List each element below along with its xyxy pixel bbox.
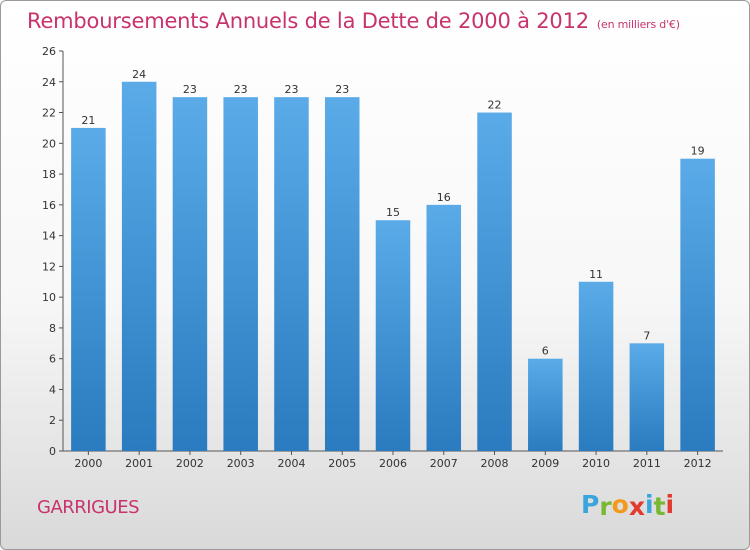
- bar-value-label: 24: [132, 68, 146, 81]
- x-tick-label: 2010: [582, 457, 610, 470]
- x-tick-label: 2007: [430, 457, 458, 470]
- y-tick-label: 10: [42, 291, 56, 304]
- bar-value-label: 16: [437, 191, 451, 204]
- bar: [71, 127, 106, 451]
- y-tick-label: 26: [42, 45, 56, 58]
- y-tick-label: 6: [49, 353, 56, 366]
- bar-value-label: 22: [488, 99, 502, 112]
- logo-letter: o: [611, 490, 629, 519]
- y-tick-label: 18: [42, 168, 56, 181]
- bar: [578, 281, 614, 451]
- bar: [629, 343, 665, 451]
- bar-value-label: 23: [335, 83, 349, 96]
- bar-value-label: 6: [542, 345, 549, 358]
- y-tick-label: 0: [49, 445, 56, 458]
- y-tick-label: 12: [42, 260, 56, 273]
- logo-letter: P: [581, 490, 600, 519]
- bar-value-label: 15: [386, 206, 400, 219]
- x-tick-label: 2001: [125, 457, 153, 470]
- x-tick-label: 2008: [481, 457, 509, 470]
- bar-value-label: 11: [589, 268, 603, 281]
- logo-letter: t: [653, 492, 666, 521]
- y-tick-label: 2: [49, 414, 56, 427]
- y-tick-label: 14: [42, 230, 56, 243]
- x-tick-label: 2002: [176, 457, 204, 470]
- x-tick-label: 2005: [328, 457, 356, 470]
- bar-value-label: 23: [284, 83, 298, 96]
- chart-subtitle: (en milliers d'€): [596, 18, 680, 31]
- bar-value-label: 7: [643, 329, 650, 342]
- bar-value-label: 23: [234, 83, 248, 96]
- bar: [375, 220, 411, 451]
- commune-name: GARRIGUES: [37, 497, 140, 518]
- bar: [274, 97, 309, 452]
- bar: [172, 97, 208, 452]
- x-tick-label: 2011: [633, 457, 661, 470]
- logo-letter: i: [645, 490, 654, 519]
- y-tick-label: 24: [42, 76, 56, 89]
- y-tick-label: 22: [42, 107, 56, 120]
- bar-value-label: 19: [691, 145, 705, 158]
- y-tick-label: 16: [42, 199, 56, 212]
- x-tick-label: 2004: [277, 457, 305, 470]
- x-tick-label: 2003: [227, 457, 255, 470]
- chart-title-text: Remboursements Annuels de la Dette de 20…: [27, 9, 589, 33]
- bar-value-label: 23: [183, 83, 197, 96]
- x-tick-label: 2000: [74, 457, 102, 470]
- bar: [528, 358, 563, 451]
- logo-letter: x: [628, 492, 645, 521]
- bar-value-label: 21: [81, 114, 95, 127]
- proxiti-logo: Proxiti: [581, 490, 675, 521]
- x-tick-label: 2009: [531, 457, 559, 470]
- y-tick-label: 4: [49, 383, 56, 396]
- bar: [121, 81, 157, 452]
- bar: [426, 204, 462, 451]
- y-tick-label: 8: [49, 322, 56, 335]
- bar: [324, 97, 360, 452]
- x-tick-label: 2012: [684, 457, 712, 470]
- bar: [223, 97, 258, 452]
- bar: [477, 112, 512, 452]
- logo-letter: r: [599, 492, 612, 521]
- bar: [680, 158, 715, 451]
- chart-title: Remboursements Annuels de la Dette de 20…: [27, 9, 680, 33]
- x-tick-label: 2006: [379, 457, 407, 470]
- y-tick-label: 20: [42, 137, 56, 150]
- logo-letter: i: [665, 490, 675, 519]
